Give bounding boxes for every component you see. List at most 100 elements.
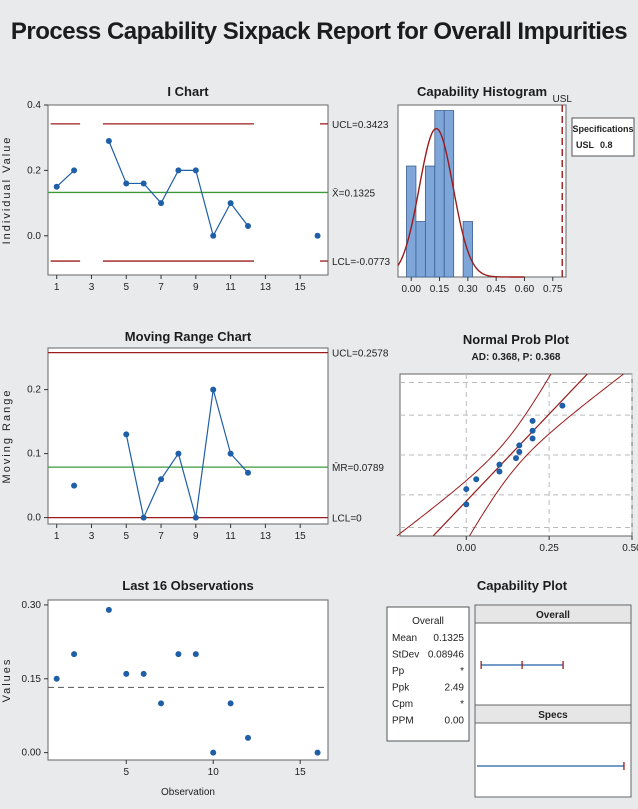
last16-point — [210, 749, 217, 756]
histogram-xtick-label: 0.00 — [401, 284, 421, 295]
probplot-point — [463, 501, 470, 508]
report-title: Process Capability Sixpack Report for Ov… — [10, 18, 628, 45]
ichart-ylabel: Individual Value — [1, 136, 13, 245]
histogram-usl-label: USL — [552, 94, 572, 105]
last16-point — [175, 651, 182, 658]
ichart-xtick-label: 5 — [123, 282, 129, 293]
last16-point — [71, 651, 78, 658]
last16-xtick-label: 15 — [295, 767, 307, 778]
mrchart-lcl-label: LCL=0 — [332, 514, 362, 525]
mrchart-xtick-label: 15 — [295, 531, 307, 542]
mrchart-xtick-label: 11 — [225, 531, 236, 542]
ichart-series-line — [56, 169, 75, 188]
mrchart-xtick-label: 1 — [54, 531, 60, 542]
capplot-overall-header — [474, 604, 632, 624]
ichart-point — [175, 167, 182, 174]
mrchart-xtick-label: 3 — [89, 531, 95, 542]
last16-ytick-label: 0.30 — [22, 600, 42, 611]
last16-plot-area — [47, 599, 329, 761]
histogram-xtick-label: 0.30 — [458, 284, 478, 295]
probplot-ci-lower — [396, 373, 552, 537]
last16-point — [140, 670, 147, 677]
overall-stats-label: Pp — [392, 666, 405, 677]
overall-stats-value: 0.00 — [445, 716, 465, 727]
mrchart-xtick-label: 13 — [260, 531, 272, 542]
overall-stats-value: * — [460, 666, 464, 677]
overall-stats-label: StDev — [392, 650, 419, 661]
mrchart-ytick-label: 0.1 — [27, 449, 41, 460]
last16-ytick-label: 0.15 — [22, 674, 42, 685]
probplot-subtitle: AD: 0.368, P: 0.368 — [472, 352, 561, 363]
ichart-lcl-label: LCL=-0.0773 — [332, 257, 391, 268]
probplot-point — [473, 476, 480, 483]
mrchart-ytick-label: 0.2 — [27, 385, 41, 396]
ichart-point — [227, 200, 234, 207]
mrchart-xtick-label: 9 — [193, 531, 199, 542]
mrchart-point — [158, 476, 165, 483]
ichart-point — [158, 200, 165, 207]
overall-stats-label: Cpm — [392, 699, 413, 710]
overall-stats-label: PPM — [392, 716, 414, 727]
capplot-overall-label: Overall — [536, 610, 570, 621]
mrchart-ucl-label: UCL=0.2578 — [332, 349, 389, 360]
probplot-point — [463, 486, 470, 493]
capplot-specs-header — [474, 704, 632, 724]
ichart-point — [245, 222, 251, 229]
histogram-xtick-label: 0.15 — [430, 284, 450, 295]
last16-ytick-label: 0.00 — [22, 748, 42, 759]
ichart-point — [71, 167, 78, 174]
mrchart-xtick-label: 7 — [158, 531, 164, 542]
probplot-ci-upper — [469, 373, 624, 537]
probplot-point — [529, 427, 536, 434]
last16-xtick-label: 5 — [123, 767, 129, 778]
ichart-point — [210, 232, 217, 239]
ichart-point — [105, 137, 112, 144]
mrchart-point — [123, 431, 130, 438]
last16-point — [192, 651, 199, 658]
capplot-panel — [474, 604, 632, 798]
overall-stats-value: 0.08946 — [428, 650, 465, 661]
mrchart-point — [227, 450, 234, 457]
ichart-xtick-label: 3 — [89, 282, 95, 293]
probplot-title: Normal Prob Plot — [463, 332, 570, 347]
last16-point — [158, 700, 165, 707]
last16-ylabel: Values — [1, 658, 13, 703]
probplot-point — [516, 448, 523, 455]
probplot-point — [513, 455, 519, 462]
histogram-xtick-label: 0.60 — [515, 284, 535, 295]
histogram-title: Capability Histogram — [417, 84, 547, 99]
ichart-xtick-label: 13 — [260, 282, 272, 293]
overall-stats-label: Ppk — [392, 683, 410, 694]
ichart-point — [140, 180, 147, 187]
overall-stats-value: 2.49 — [445, 683, 465, 694]
overall-stats-value: 0.1325 — [433, 633, 464, 644]
specifications-title: Specifications — [572, 124, 633, 134]
histogram-bar — [415, 221, 426, 278]
mrchart-point — [175, 450, 182, 457]
ichart-ytick-label: 0.0 — [27, 231, 41, 242]
mrchart-plot-area — [47, 347, 329, 525]
mrchart-point — [71, 482, 78, 489]
histogram-bar — [406, 165, 417, 278]
ichart-point — [123, 180, 130, 187]
histogram-bar — [434, 110, 445, 278]
probplot-fit-line — [432, 373, 588, 537]
histogram-bar — [424, 165, 436, 278]
specifications-box — [571, 117, 635, 157]
probplot-point — [516, 442, 523, 449]
last16-xtick-label: 10 — [208, 767, 220, 778]
histogram-xtick-label: 0.75 — [543, 284, 563, 295]
histogram-bar — [443, 110, 455, 278]
last16-xlabel: Observation — [161, 787, 215, 798]
probplot-xtick-label: 0.00 — [457, 543, 477, 554]
mrchart-title: Moving Range Chart — [125, 329, 252, 344]
mrchart-point — [245, 469, 251, 476]
ichart-ytick-label: 0.2 — [27, 165, 41, 176]
histogram-fit-curve — [397, 127, 525, 278]
ichart-xtick-label: 11 — [225, 282, 236, 293]
probplot-xtick-label: 0.50 — [622, 543, 638, 554]
last16-point — [314, 749, 321, 756]
overall-stats-label: Mean — [392, 633, 417, 644]
overall-stats-box — [386, 606, 470, 742]
